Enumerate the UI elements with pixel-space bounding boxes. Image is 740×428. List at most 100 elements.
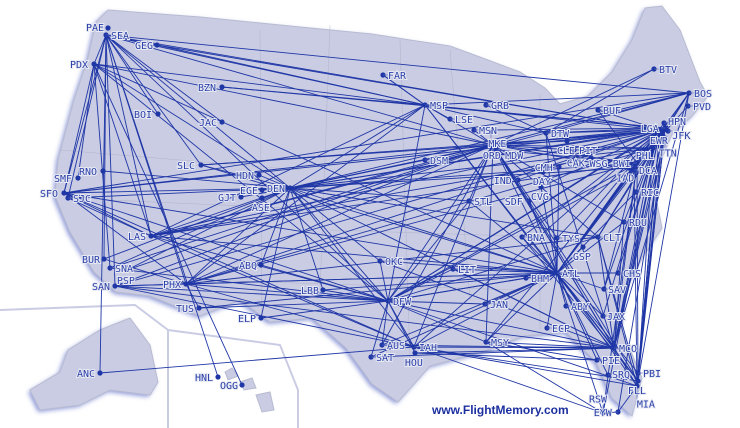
- route-den-stl: [289, 187, 470, 202]
- airport-label-sat: SAT: [376, 353, 394, 364]
- route-iah-mia: [413, 346, 638, 387]
- route-rno-den: [102, 170, 291, 189]
- airport-sfo[interactable]: [61, 190, 67, 196]
- airport-ewr[interactable]: [657, 127, 663, 133]
- route-sea-bos: [105, 34, 690, 94]
- route-san-dfw: [114, 285, 389, 302]
- airport-smf[interactable]: [75, 175, 81, 181]
- route-bos-fll: [637, 92, 690, 382]
- airport-rno[interactable]: [100, 168, 106, 174]
- route-dfw-msy: [387, 300, 487, 343]
- airport-phx[interactable]: [183, 281, 189, 287]
- airport-hdn[interactable]: [256, 172, 262, 178]
- flightmemory-watermark[interactable]: www.FlightMemory.com: [432, 403, 569, 417]
- route-ord-iah: [413, 144, 494, 348]
- airport-psp[interactable]: [124, 267, 130, 273]
- airport-den[interactable]: [287, 185, 293, 191]
- airport-label-tys: TYS: [562, 234, 580, 245]
- route-den-okc: [289, 187, 381, 262]
- route-sea-las: [105, 34, 152, 237]
- airport-gsp[interactable]: [580, 244, 586, 250]
- route-den-ege: [261, 187, 291, 191]
- airport-gjt[interactable]: [238, 194, 244, 200]
- route-sea-san: [105, 34, 116, 287]
- route-den-msp: [289, 104, 426, 189]
- airport-label-jfk: JFK: [672, 131, 690, 142]
- route-psp-den: [126, 187, 291, 271]
- airport-pae[interactable]: [105, 25, 111, 31]
- route-ord-atl: [492, 144, 558, 274]
- airport-hnl[interactable]: [215, 374, 221, 380]
- airport-wsg[interactable]: [588, 155, 594, 161]
- airport-marker-icon: [101, 256, 107, 262]
- route-den-dsm: [289, 159, 426, 189]
- airport-iad[interactable]: [626, 165, 632, 171]
- airport-marker-icon: [320, 287, 326, 293]
- airport-fll[interactable]: [635, 378, 641, 384]
- route-iah-fll: [413, 346, 639, 382]
- route-atl-iah: [413, 272, 558, 348]
- airport-label-hou: HOU: [405, 358, 423, 369]
- airport-elp[interactable]: [258, 315, 264, 321]
- airport-geg[interactable]: [154, 42, 160, 48]
- route-rdu-atl: [556, 221, 625, 274]
- airport-cle[interactable]: [564, 138, 570, 144]
- airport-label-btv: BTV: [659, 65, 677, 76]
- airport-label-pie: PIE: [602, 356, 620, 367]
- airport-anc[interactable]: [97, 370, 103, 376]
- route-pdx-las: [93, 63, 152, 237]
- route-elp-dfw: [260, 300, 389, 319]
- airport-las[interactable]: [148, 233, 154, 239]
- airport-san[interactable]: [112, 283, 118, 289]
- airport-slc[interactable]: [198, 162, 204, 168]
- airport-marker-icon: [105, 25, 111, 31]
- route-ord-sdf: [492, 144, 530, 202]
- airport-bur[interactable]: [101, 256, 107, 262]
- airport-ord[interactable]: [490, 142, 496, 148]
- airport-label-sea: SEA: [111, 31, 129, 42]
- airport-ege[interactable]: [259, 187, 265, 193]
- state-border: [109, 199, 331, 211]
- airport-label-rdu: RDU: [629, 218, 647, 229]
- route-far-msp: [382, 74, 426, 106]
- airport-tus[interactable]: [196, 305, 202, 311]
- airport-marker-icon: [238, 194, 244, 200]
- route-las-iah: [150, 235, 415, 348]
- airport-abq[interactable]: [258, 262, 264, 268]
- airport-hou[interactable]: [412, 350, 418, 356]
- route-lit-mco: [452, 268, 615, 349]
- route-den-dfw: [289, 187, 389, 302]
- route-dfw-jan: [387, 300, 486, 305]
- airport-label-den: DEN: [267, 184, 285, 195]
- airport-marker-icon: [154, 42, 160, 48]
- airport-phl[interactable]: [650, 145, 656, 151]
- airport-label-msy: MSY: [491, 338, 509, 349]
- airport-label-dca: DCA: [639, 166, 657, 177]
- airport-day[interactable]: [540, 169, 546, 175]
- inset-border: [0, 303, 169, 428]
- route-lga-dfw: [387, 127, 666, 302]
- airport-label-pvd: PVD: [693, 102, 711, 113]
- route-atl-sav: [556, 272, 605, 290]
- route-atl-sat: [370, 272, 558, 358]
- airport-pdx[interactable]: [91, 61, 97, 67]
- airport-label-ege: EGE: [240, 186, 258, 197]
- airport-cvg[interactable]: [538, 184, 544, 190]
- route-dfw-abq: [260, 264, 389, 302]
- airport-ogg[interactable]: [239, 382, 245, 388]
- route-atl-lbb: [322, 272, 558, 291]
- airport-label-rsw: RSW: [589, 395, 608, 406]
- airport-lbb[interactable]: [320, 287, 326, 293]
- airport-jac[interactable]: [219, 119, 225, 125]
- airport-label-grb: GRB: [491, 101, 509, 112]
- airport-label-hnl: HNL: [195, 373, 213, 384]
- route-iah-rsw: [413, 346, 604, 414]
- airport-bzn[interactable]: [219, 84, 225, 90]
- airport-marker-icon: [75, 175, 81, 181]
- airport-label-mdw: MDW: [505, 151, 524, 162]
- route-pdx-ogg: [93, 63, 243, 386]
- route-dca-atl: [556, 169, 635, 274]
- airport-ase[interactable]: [259, 195, 265, 201]
- airport-boi[interactable]: [155, 111, 161, 117]
- airport-marker-icon: [124, 267, 130, 273]
